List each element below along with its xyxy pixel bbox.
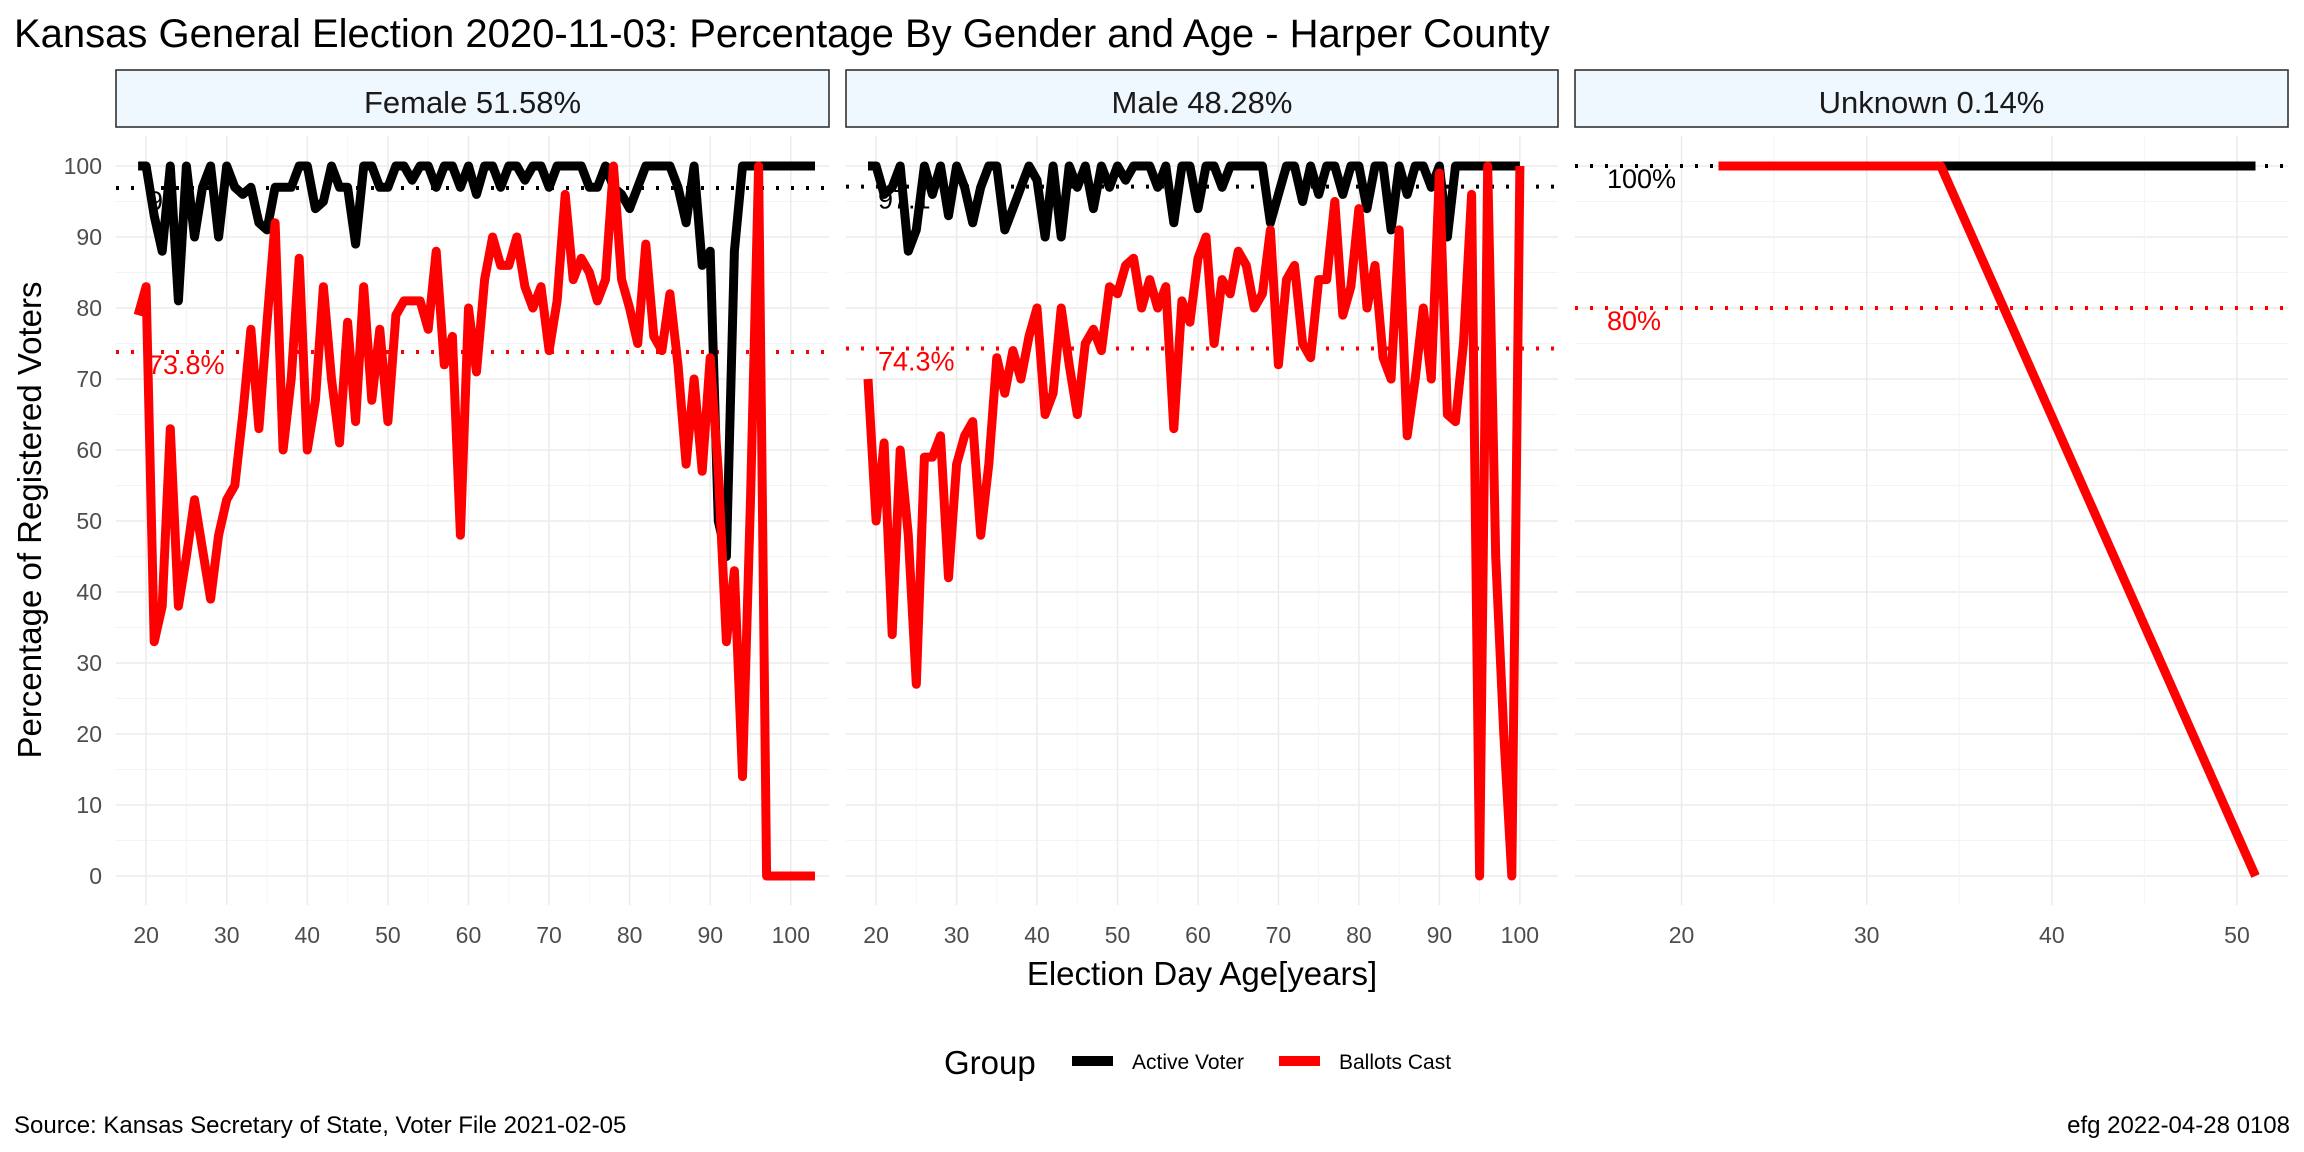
reference-label-ballots: 73.8% bbox=[148, 350, 225, 380]
facet-strip bbox=[1574, 69, 2289, 128]
series-line-ballots-cast bbox=[1718, 161, 2260, 878]
series-line-active-voter bbox=[868, 161, 1520, 256]
facet-strip-label: Female 51.58% bbox=[364, 85, 581, 120]
facet-panels: Female 51.58% 20 30 40 50 60 70 80 90 100 0 10 20 30 4… bbox=[64, 69, 2289, 948]
facet-panel-0: Female 51.58% 20 30 40 50 60 70 80 90 100 0 10 20 30 4… bbox=[64, 69, 830, 948]
y-tick-label: 80 bbox=[76, 295, 102, 321]
x-tick-label: 100 bbox=[772, 922, 810, 948]
reference-label-active: 100% bbox=[1607, 164, 1676, 194]
facet-strip bbox=[115, 69, 830, 128]
legend-label-ballots: Ballots Cast bbox=[1339, 1051, 1451, 1074]
legend-label-active: Active Voter bbox=[1132, 1051, 1244, 1074]
reference-label-ballots: 74.3% bbox=[878, 346, 955, 376]
x-tick-label: 40 bbox=[2039, 922, 2065, 948]
x-tick-label: 20 bbox=[133, 922, 159, 948]
y-tick-label: 20 bbox=[76, 721, 102, 747]
facet-strip bbox=[845, 69, 1559, 128]
y-tick-label: 70 bbox=[76, 366, 102, 392]
series-line-ballots-cast bbox=[863, 161, 1525, 881]
reference-label-ballots: 80% bbox=[1607, 306, 1661, 336]
y-tick-label: 50 bbox=[76, 508, 102, 534]
x-tick-label: 50 bbox=[1105, 922, 1131, 948]
x-axis-title: Election Day Age[years] bbox=[1027, 955, 1377, 992]
x-tick-label: 40 bbox=[1024, 922, 1050, 948]
x-tick-label: 100 bbox=[1501, 922, 1539, 948]
y-tick-label: 0 bbox=[89, 863, 102, 889]
reference-label-active: 96 bbox=[148, 186, 178, 216]
reference-label-active: 97.1 bbox=[878, 185, 931, 215]
y-tick-label: 30 bbox=[76, 650, 102, 676]
chart-title: Kansas General Election 2020-11-03: Perc… bbox=[14, 12, 1550, 56]
x-tick-label: 90 bbox=[1427, 922, 1453, 948]
caption-credit: efg 2022-04-28 0108 bbox=[2067, 1112, 2290, 1139]
x-tick-label: 70 bbox=[1266, 922, 1292, 948]
facet-panel-2: Unknown 0.14% 20 30 40 50 100% 80% bbox=[1574, 69, 2289, 948]
facet-strip-label: Male 48.28% bbox=[1112, 85, 1293, 120]
x-tick-label: 60 bbox=[1185, 922, 1211, 948]
y-tick-label: 10 bbox=[76, 792, 102, 818]
x-tick-label: 50 bbox=[2224, 922, 2250, 948]
x-tick-label: 80 bbox=[617, 922, 643, 948]
legend: Group Active Voter Ballots Cast bbox=[944, 1044, 1451, 1081]
x-tick-label: 90 bbox=[697, 922, 723, 948]
x-tick-label: 30 bbox=[214, 922, 240, 948]
x-tick-label: 60 bbox=[456, 922, 482, 948]
facet-strip-label: Unknown 0.14% bbox=[1819, 85, 2045, 120]
y-tick-label: 100 bbox=[64, 153, 102, 179]
x-tick-label: 80 bbox=[1346, 922, 1372, 948]
x-tick-label: 70 bbox=[536, 922, 562, 948]
series-line-ballots-cast bbox=[133, 161, 815, 881]
x-tick-label: 40 bbox=[294, 922, 320, 948]
x-tick-label: 30 bbox=[944, 922, 970, 948]
y-tick-label: 60 bbox=[76, 437, 102, 463]
legend-title: Group bbox=[944, 1044, 1036, 1081]
y-tick-label: 40 bbox=[76, 579, 102, 605]
series-line-active-voter bbox=[138, 161, 815, 561]
caption-source: Source: Kansas Secretary of State, Voter… bbox=[14, 1112, 626, 1139]
facet-panel-1: Male 48.28% 20 30 40 50 60 70 80 90 100 97.1 74.3% bbox=[845, 69, 1559, 948]
x-tick-label: 20 bbox=[863, 922, 889, 948]
x-tick-label: 20 bbox=[1669, 922, 1695, 948]
y-tick-label: 90 bbox=[76, 224, 102, 250]
x-tick-label: 50 bbox=[375, 922, 401, 948]
x-tick-label: 30 bbox=[1854, 922, 1880, 948]
y-axis-title: Percentage of Registered Voters bbox=[11, 282, 48, 759]
